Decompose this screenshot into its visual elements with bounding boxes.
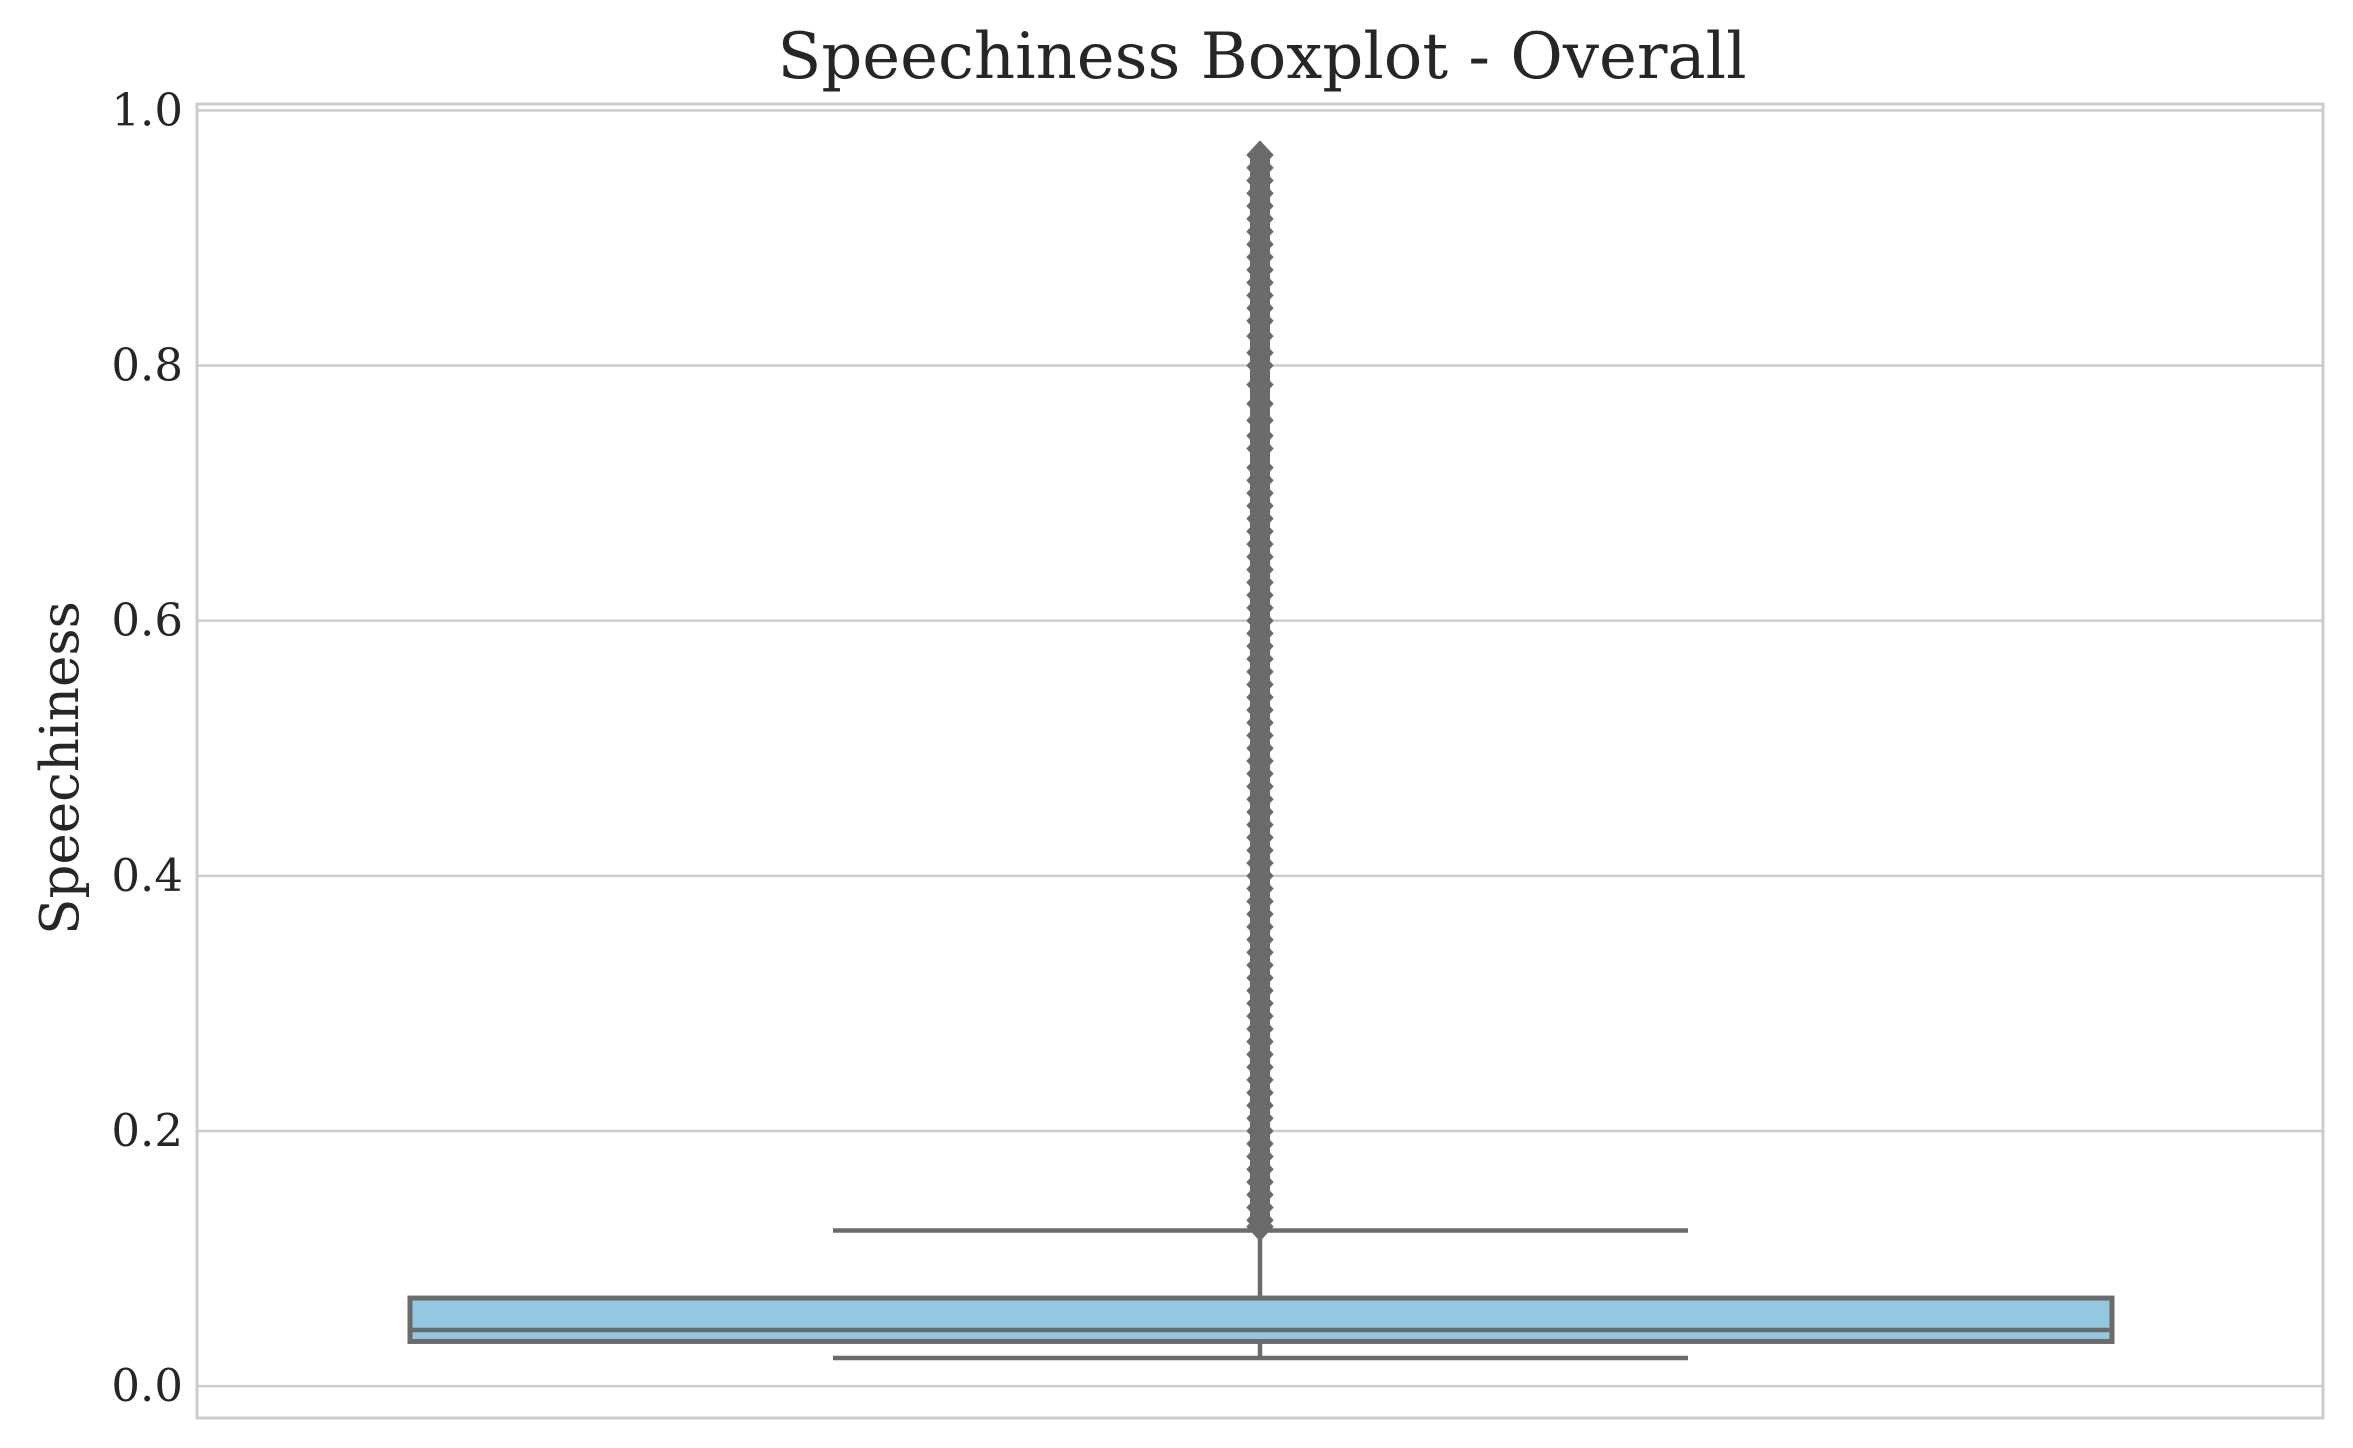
y-tick-label: 1.0 — [111, 83, 183, 136]
box-layer — [407, 1228, 2115, 1361]
y-axis-label: Speechiness — [30, 601, 91, 935]
outliers-layer — [1246, 140, 1274, 1242]
plot-frame — [195, 102, 2325, 1420]
iqr-box — [407, 1295, 2115, 1344]
chart-title: Speechiness Boxplot - Overall — [777, 20, 1746, 94]
y-tick-labels: 0.0 0.2 0.4 0.6 0.8 1.0 — [111, 83, 183, 1412]
y-tick-label: 0.2 — [111, 1104, 183, 1157]
y-tick-label: 0.4 — [111, 849, 183, 902]
y-tick-label: 0.8 — [111, 339, 183, 392]
y-tick-label: 0.0 — [111, 1359, 183, 1412]
y-tick-label: 0.6 — [111, 594, 183, 647]
outlier-point — [1246, 1211, 1274, 1242]
